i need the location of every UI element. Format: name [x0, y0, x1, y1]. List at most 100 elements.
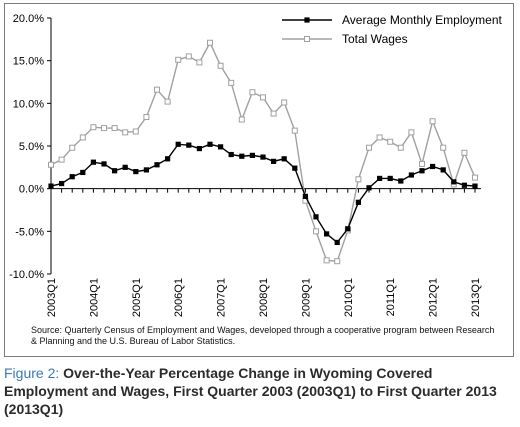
data-point [207, 39, 213, 46]
data-point [143, 167, 150, 173]
x-axis: 2003Q1 2004Q1 2005Q1 2006Q1 2007Q1 2008Q1 2009… [46, 188, 482, 317]
data-point [451, 179, 457, 185]
data-point [175, 141, 181, 147]
data-point [238, 116, 245, 123]
data-point [408, 172, 415, 178]
data-point [165, 156, 171, 162]
caption-label: Figure 2: [4, 365, 60, 381]
data-point [122, 164, 128, 170]
y-tick-label: -5.0% [15, 226, 44, 238]
y-axis: 20.0% 15.0% 10.0% 5.0% 0.0% -5.0% -10.0% [9, 13, 52, 281]
data-point [355, 199, 362, 205]
data-point [398, 178, 404, 184]
data-point [239, 153, 245, 159]
data-point [376, 134, 383, 141]
data-point [122, 129, 129, 136]
data-point [249, 89, 256, 96]
data-point [175, 56, 182, 63]
data-point [270, 110, 277, 117]
data-point [323, 257, 330, 264]
data-point [164, 98, 171, 105]
legend-marker [304, 17, 310, 23]
data-point [345, 226, 351, 232]
data-point [90, 159, 96, 165]
data-point [440, 167, 446, 173]
data-point [397, 144, 404, 151]
data-point [440, 144, 447, 151]
data-point [48, 183, 54, 189]
data-point [80, 169, 86, 176]
data-point [366, 144, 372, 151]
data-point [90, 124, 97, 131]
caption-text: Over-the-Year Percentage Change in Wyomi… [4, 365, 497, 417]
data-point [408, 129, 415, 136]
x-tick-label: 2006Q1 [173, 278, 185, 317]
data-point [196, 59, 203, 66]
data-point [154, 162, 160, 168]
legend-marker [304, 36, 310, 42]
data-point [154, 86, 160, 93]
legend: Average Monthly Employment Total Wages [282, 13, 503, 46]
data-point [101, 125, 107, 132]
data-point [429, 163, 436, 170]
data-point [132, 128, 139, 135]
x-tick-label: 2004Q1 [88, 278, 100, 317]
data-point [133, 169, 139, 175]
data-point [112, 168, 118, 174]
x-tick-label: 2009Q1 [300, 278, 312, 317]
legend-label: Total Wages [342, 32, 408, 46]
data-point [472, 183, 478, 189]
data-point [111, 125, 118, 132]
data-point [376, 175, 383, 182]
data-point [281, 156, 287, 162]
line-chart: 20.0% 15.0% 10.0% 5.0% 0.0% -5.0% -10.0% 2003Q… [9, 13, 503, 317]
y-tick-label: 20.0% [13, 13, 44, 25]
data-point [186, 142, 192, 148]
data-point [292, 165, 298, 171]
data-point [58, 180, 65, 187]
y-tick-label: 5.0% [19, 141, 44, 153]
data-point [217, 62, 224, 69]
data-point [387, 138, 394, 145]
data-point [366, 185, 372, 191]
data-point [260, 94, 266, 101]
data-point [69, 174, 75, 180]
data-point [228, 151, 234, 158]
data-point [313, 228, 319, 235]
data-point [472, 174, 478, 181]
series-line-total-wages [50, 41, 476, 262]
data-point [419, 160, 425, 167]
x-tick-label: 2007Q1 [216, 278, 228, 317]
data-point [207, 141, 213, 147]
data-point [48, 161, 54, 168]
x-tick-label: 2011Q1 [385, 278, 397, 316]
data-point [79, 134, 86, 141]
data-point [429, 118, 436, 125]
x-tick-label: 2012Q1 [428, 278, 440, 317]
data-point [334, 258, 341, 265]
data-point [196, 145, 203, 152]
data-point [291, 127, 298, 134]
data-point [313, 214, 319, 220]
x-tick-label: 2005Q1 [131, 278, 143, 317]
data-point [249, 152, 256, 158]
x-tick-label: 2013Q1 [470, 278, 482, 317]
data-point [270, 158, 277, 164]
data-point [419, 168, 425, 174]
y-tick-label: -10.0% [9, 269, 44, 281]
data-point [302, 193, 309, 199]
data-point [228, 79, 235, 86]
data-point [143, 113, 150, 120]
data-point [355, 176, 362, 183]
series-layer [48, 39, 478, 265]
data-point [387, 175, 393, 182]
data-point [461, 149, 468, 156]
y-tick-label: 0.0% [19, 184, 44, 196]
y-tick-label: 10.0% [13, 98, 44, 110]
data-point [58, 156, 65, 163]
figure-caption: Figure 2: Over-the-Year Percentage Chang… [4, 364, 516, 418]
x-tick-label: 2008Q1 [258, 278, 270, 317]
x-tick-label: 2010Q1 [343, 278, 355, 317]
data-point [185, 53, 192, 60]
data-point [69, 144, 76, 151]
